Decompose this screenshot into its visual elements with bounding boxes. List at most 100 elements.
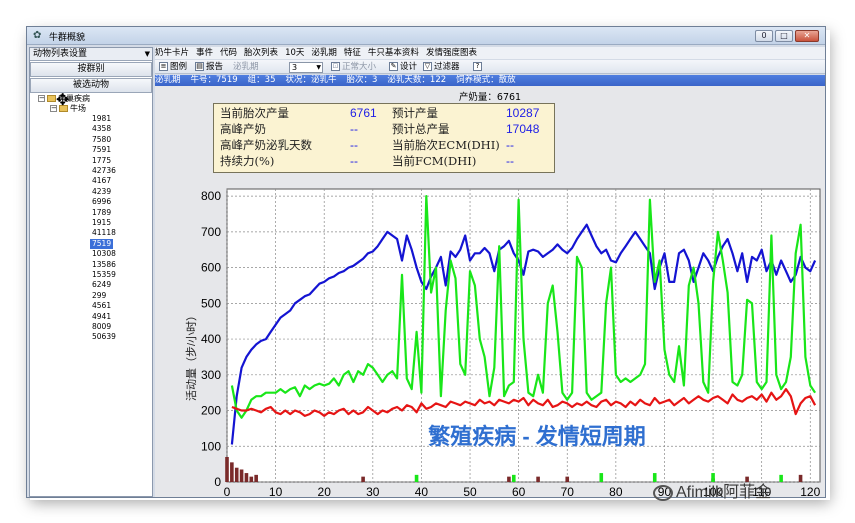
by-group-button[interactable]: 按群别: [30, 62, 152, 77]
animal-list-item[interactable]: 10308: [92, 249, 116, 259]
report-tool[interactable]: ▤ 报告: [195, 62, 224, 72]
menu-item[interactable]: 特征: [343, 48, 361, 58]
animal-list-item[interactable]: 1915: [92, 218, 112, 227]
series-line-green: [230, 194, 817, 419]
app-icon: ✿: [33, 30, 42, 41]
toolbar: ≡ 图例 ▤ 报告 泌乳期 3 ▼ ⊡ 正常大小 ✎ 设计 ▽ 过滤器 ?: [155, 60, 825, 74]
y-tick-label: 0: [214, 475, 221, 489]
y-tick-label: 700: [201, 225, 221, 239]
design-tool[interactable]: ✎ 设计: [389, 62, 418, 72]
peak-value: --: [350, 122, 358, 136]
animal-list-item[interactable]: 4561: [92, 301, 112, 311]
animal-info-bar: 泌乳期 牛号：7519 组：35 状况：泌乳牛 胎次：3 泌乳天数：122 饲养模式：散放: [155, 75, 825, 86]
animal-list-item[interactable]: 42736: [92, 166, 116, 175]
chart-annotation: 繁殖疾病 - 发情短周期: [428, 424, 646, 449]
selected-animals-button[interactable]: 被选动物: [30, 78, 152, 93]
collapse-icon[interactable]: −: [50, 104, 57, 112]
bar-mark: [565, 476, 570, 482]
tree-root-label: 卵巢疾病: [58, 94, 90, 103]
info-field: 饲养模式：散放: [456, 75, 516, 85]
x-tick-label: 40: [415, 485, 429, 497]
menu-item[interactable]: 发情强度图表: [425, 48, 477, 58]
restore-button[interactable]: □: [775, 30, 793, 42]
animal-list-item[interactable]: 6249: [92, 280, 112, 290]
tree-group-node[interactable]: − 牛场: [50, 104, 86, 114]
chart-header: 产奶量：6761: [458, 92, 522, 103]
animal-list-item[interactable]: 7591: [92, 145, 112, 155]
filter-tool[interactable]: ▽ 过滤器: [423, 62, 460, 72]
legend-tool[interactable]: ≡ 图例: [159, 62, 188, 72]
y-tick-label: 200: [201, 404, 221, 418]
move-cursor-icon: ✥: [56, 90, 70, 109]
animal-list-item[interactable]: 13586: [92, 259, 116, 269]
chart-area: 产奶量：6761 0 100 200 300 400 500 600 700 800 0 10 20 3…: [155, 86, 825, 497]
animal-list-item[interactable]: 7580: [92, 134, 112, 144]
design-icon: ✎: [389, 62, 398, 71]
x-tick-label: 110: [752, 485, 771, 497]
animal-list-item[interactable]: 299: [92, 290, 107, 300]
app-window: ✿ 牛群概貌 0 □ ✕ 动物列表设置 ▼ 按群别 被选动物 − 卵巢疾病 − 牛场…: [26, 26, 826, 498]
ecm-label: 当前胎次ECM(DHI): [392, 138, 500, 152]
animal-list-item[interactable]: 1789: [92, 207, 112, 217]
bar-mark: [239, 469, 244, 482]
animal-list-item[interactable]: 4358: [92, 124, 112, 134]
minimize-button[interactable]: 0: [755, 30, 773, 42]
yield-legend-box: 当前胎次产量 6761 预计产量 10287 高峰产奶 -- 预计总产量 170…: [213, 103, 555, 173]
x-tick-label: 0: [224, 485, 231, 497]
peak-total-label: 预计总产量: [392, 122, 450, 136]
info-field: 牛号：7519: [190, 75, 238, 85]
bar-mark: [536, 476, 540, 482]
bar-mark: [234, 467, 239, 482]
y-tick-label: 100: [201, 439, 221, 453]
menu-item[interactable]: 牛只基本资料: [367, 48, 419, 58]
menu-item[interactable]: 奶牛卡片: [155, 48, 190, 58]
info-field: 胎次：3: [346, 75, 378, 85]
info-field: 组：35: [247, 75, 276, 85]
legend-icon: ≡: [159, 62, 168, 71]
peak-dim-value: --: [350, 138, 358, 152]
forecast-label: 预计产量: [392, 106, 438, 120]
animal-list-item[interactable]: 7519: [90, 238, 114, 249]
animal-list-item[interactable]: 1775: [92, 155, 112, 165]
menu-item[interactable]: 10天: [285, 48, 305, 58]
series-line-blue: [230, 223, 817, 445]
title-bar[interactable]: ✿ 牛群概貌 0 □ ✕: [27, 27, 825, 45]
animal-list-item[interactable]: 15359: [92, 270, 116, 279]
report-icon: ▤: [195, 62, 204, 71]
tree-group-label: 牛场: [70, 104, 86, 113]
info-field: 泌乳天数：122: [387, 75, 447, 85]
normal-size-tool: ⊡ 正常大小: [331, 62, 377, 72]
animal-tree: − 卵巢疾病 − 牛场 1981 4358 7580 7591 1775 42736 4167 4…: [30, 94, 152, 494]
collapse-icon[interactable]: −: [38, 94, 45, 102]
menu-item[interactable]: 胎次列表: [244, 48, 279, 58]
close-button[interactable]: ✕: [795, 30, 819, 42]
bar-mark: [249, 476, 254, 482]
animal-list-settings-dropdown[interactable]: 动物列表设置 ▼: [30, 48, 152, 61]
menu-item[interactable]: 代码: [220, 48, 238, 58]
info-field: 泌乳期: [155, 75, 181, 85]
fcm-value: --: [506, 154, 514, 168]
zoom-icon: ⊡: [331, 62, 340, 71]
menu-item[interactable]: 事件: [196, 48, 214, 58]
animal-list-item[interactable]: 1981: [92, 114, 112, 123]
animal-list-item[interactable]: 4239: [92, 186, 112, 196]
animal-list-item[interactable]: 4941: [92, 311, 112, 321]
animal-list-item[interactable]: 8009: [92, 322, 112, 331]
bar-mark: [361, 476, 365, 482]
animal-list-settings-label: 动物列表设置: [33, 49, 88, 59]
help-tool[interactable]: ?: [473, 60, 484, 74]
animal-list-item[interactable]: 4167: [92, 176, 112, 186]
info-field: 状况：泌乳牛: [285, 75, 337, 85]
menu-item[interactable]: 泌乳期: [311, 48, 337, 58]
animal-list-item[interactable]: 50639: [92, 332, 116, 342]
forecast-value: 10287: [506, 106, 540, 120]
bar-mark: [414, 474, 419, 482]
chevron-down-icon: ▼: [144, 50, 150, 58]
bar-mark: [745, 476, 749, 482]
animal-list-item[interactable]: 6996: [92, 197, 112, 207]
lactation-number-select[interactable]: 3 ▼: [289, 62, 323, 73]
x-tick-label: 80: [609, 485, 623, 497]
animal-list-item[interactable]: 41118: [92, 228, 116, 238]
folder-icon: [47, 95, 56, 102]
tree-root-node[interactable]: − 卵巢疾病: [38, 94, 90, 104]
